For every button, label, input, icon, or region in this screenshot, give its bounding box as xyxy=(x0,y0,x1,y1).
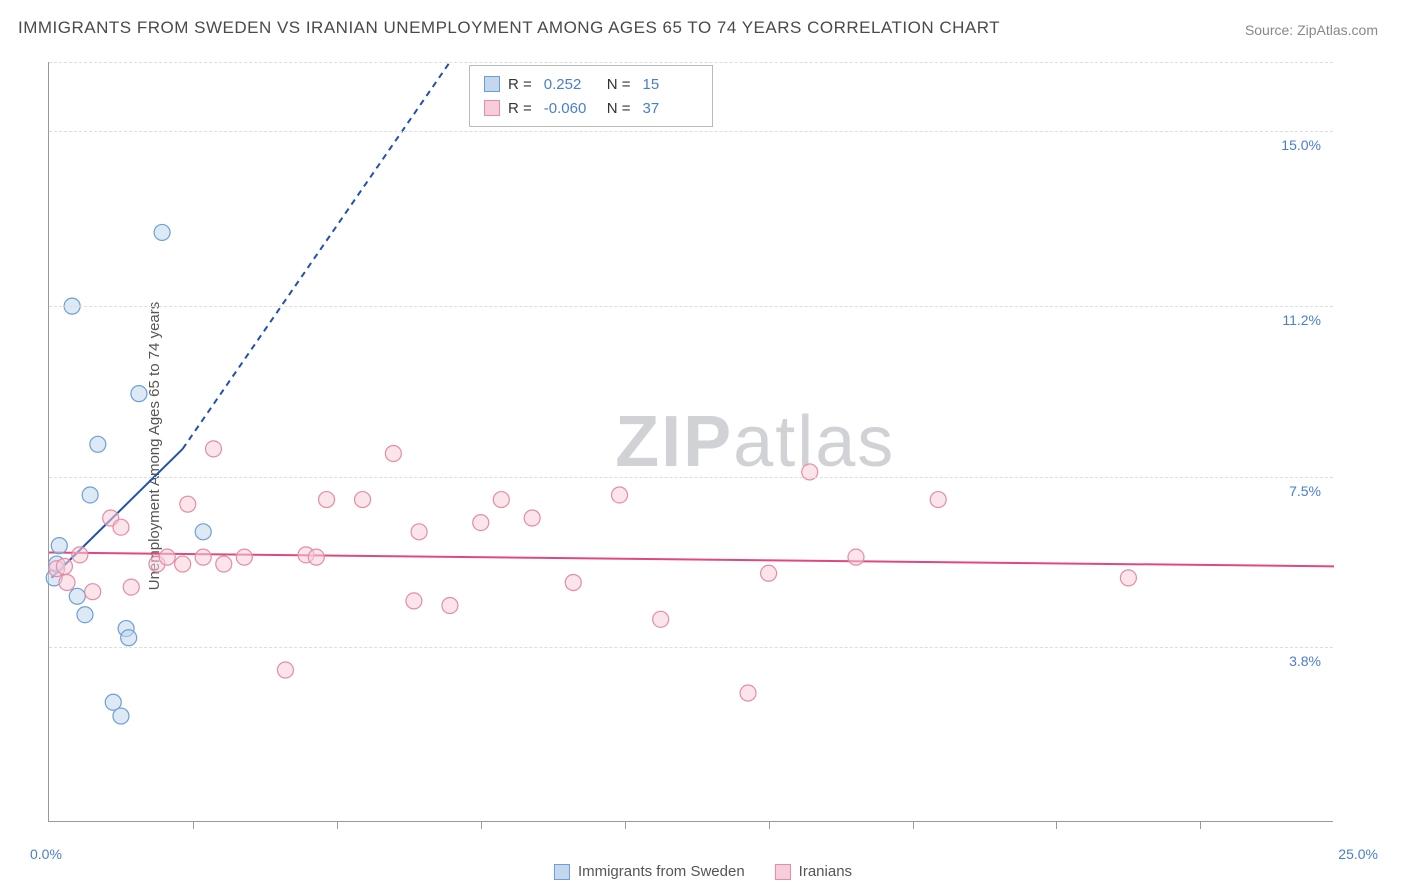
series-name-sweden: Immigrants from Sweden xyxy=(578,863,745,880)
n-value-iranians: 37 xyxy=(643,100,698,117)
x-max-label: 25.0% xyxy=(1338,846,1378,862)
data-point-iranians xyxy=(653,611,669,627)
swatch-sweden xyxy=(484,76,500,92)
data-point-iranians xyxy=(385,446,401,462)
data-point-iranians xyxy=(493,492,509,508)
data-point-iranians xyxy=(355,492,371,508)
data-point-iranians xyxy=(761,565,777,581)
r-value-iranians: -0.060 xyxy=(544,100,599,117)
swatch-sweden-bottom xyxy=(554,864,570,880)
data-point-iranians xyxy=(175,556,191,572)
data-point-iranians xyxy=(308,549,324,565)
xtick xyxy=(769,821,770,829)
x-origin-label: 0.0% xyxy=(30,846,62,862)
data-point-iranians xyxy=(565,574,581,590)
data-point-iranians xyxy=(277,662,293,678)
ytick-label: 11.2% xyxy=(1282,312,1321,328)
xtick xyxy=(337,821,338,829)
data-point-sweden xyxy=(113,708,129,724)
r-value-sweden: 0.252 xyxy=(544,76,599,93)
series-name-iranians: Iranians xyxy=(799,863,852,880)
data-point-iranians xyxy=(85,584,101,600)
data-point-sweden xyxy=(195,524,211,540)
legend-row-sweden: R = 0.252 N = 15 xyxy=(484,72,698,96)
data-point-iranians xyxy=(442,598,458,614)
data-point-sweden xyxy=(121,630,137,646)
data-point-iranians xyxy=(236,549,252,565)
series-legend: Immigrants from Sweden Iranians xyxy=(554,863,852,880)
xtick xyxy=(1056,821,1057,829)
source-attribution: Source: ZipAtlas.com xyxy=(1245,22,1378,38)
ytick-label: 7.5% xyxy=(1289,483,1321,499)
data-point-iranians xyxy=(159,549,175,565)
legend-item-iranians: Iranians xyxy=(775,863,852,880)
legend-row-iranians: R = -0.060 N = 37 xyxy=(484,96,698,120)
data-point-sweden xyxy=(154,224,170,240)
data-point-iranians xyxy=(930,492,946,508)
gridline xyxy=(49,647,1333,648)
legend-item-sweden: Immigrants from Sweden xyxy=(554,863,745,880)
data-point-iranians xyxy=(195,549,211,565)
r-label: R = xyxy=(508,100,532,117)
data-point-iranians xyxy=(216,556,232,572)
gridline xyxy=(49,306,1333,307)
gridline xyxy=(49,131,1333,132)
xtick xyxy=(193,821,194,829)
data-point-iranians xyxy=(802,464,818,480)
n-value-sweden: 15 xyxy=(643,76,698,93)
data-point-sweden xyxy=(69,588,85,604)
data-point-iranians xyxy=(740,685,756,701)
xtick xyxy=(1200,821,1201,829)
swatch-iranians-bottom xyxy=(775,864,791,880)
data-point-iranians xyxy=(411,524,427,540)
data-point-iranians xyxy=(473,515,489,531)
plot-area: ZIPatlas R = 0.252 N = 15 R = -0.060 N =… xyxy=(48,62,1333,822)
ytick-label: 3.8% xyxy=(1289,653,1321,669)
chart-title: IMMIGRANTS FROM SWEDEN VS IRANIAN UNEMPL… xyxy=(18,18,1000,38)
data-point-iranians xyxy=(123,579,139,595)
ytick-label: 15.0% xyxy=(1281,137,1321,153)
xtick xyxy=(625,821,626,829)
chart-svg xyxy=(49,62,1333,821)
data-point-iranians xyxy=(113,519,129,535)
n-label: N = xyxy=(607,100,631,117)
n-label: N = xyxy=(607,76,631,93)
data-point-iranians xyxy=(59,574,75,590)
data-point-sweden xyxy=(51,538,67,554)
xtick xyxy=(481,821,482,829)
data-point-sweden xyxy=(131,386,147,402)
swatch-iranians xyxy=(484,100,500,116)
data-point-iranians xyxy=(319,492,335,508)
gridline xyxy=(49,62,1333,63)
data-point-sweden xyxy=(77,607,93,623)
data-point-iranians xyxy=(1120,570,1136,586)
data-point-sweden xyxy=(90,436,106,452)
gridline xyxy=(49,477,1333,478)
xtick xyxy=(913,821,914,829)
r-label: R = xyxy=(508,76,532,93)
data-point-iranians xyxy=(406,593,422,609)
data-point-sweden xyxy=(82,487,98,503)
data-point-iranians xyxy=(524,510,540,526)
data-point-iranians xyxy=(72,547,88,563)
data-point-iranians xyxy=(180,496,196,512)
data-point-iranians xyxy=(205,441,221,457)
data-point-iranians xyxy=(56,558,72,574)
data-point-iranians xyxy=(612,487,628,503)
correlation-legend: R = 0.252 N = 15 R = -0.060 N = 37 xyxy=(469,65,713,127)
data-point-iranians xyxy=(848,549,864,565)
